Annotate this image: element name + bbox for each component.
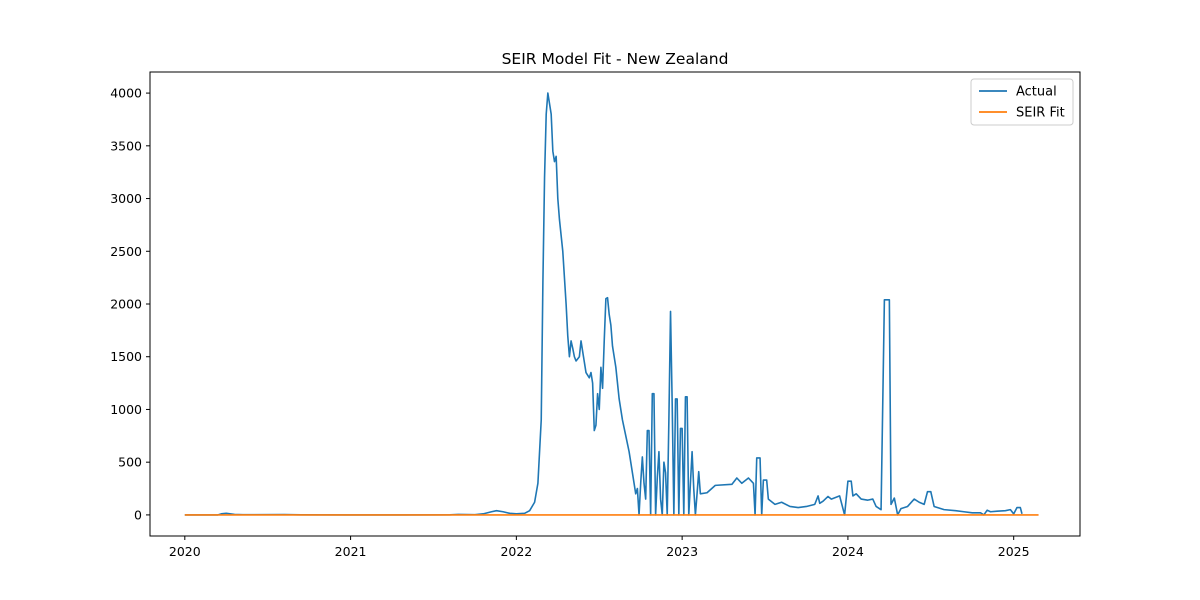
x-tick-label: 2023 xyxy=(666,544,698,559)
y-tick-label: 0 xyxy=(134,507,142,522)
legend-label: Actual xyxy=(1016,85,1057,100)
x-tick-label: 2021 xyxy=(335,544,367,559)
y-tick-label: 2000 xyxy=(110,297,142,312)
y-tick-label: 2500 xyxy=(110,244,142,259)
y-tick-label: 1000 xyxy=(110,402,142,417)
legend-label: SEIR Fit xyxy=(1016,106,1065,121)
legend: Actual SEIR Fit xyxy=(970,78,1074,126)
y-tick-label: 500 xyxy=(118,455,142,470)
x-tick-label: 2020 xyxy=(169,544,201,559)
x-tick-label: 2022 xyxy=(500,544,532,559)
plot-area xyxy=(184,92,1039,516)
y-tick-label: 4000 xyxy=(110,86,142,101)
y-tick-label: 1500 xyxy=(110,349,142,364)
series-line-actual xyxy=(184,92,1023,516)
y-tick-label: 3500 xyxy=(110,138,142,153)
x-tick-label: 2024 xyxy=(832,544,864,559)
chart-title: SEIR Model Fit - New Zealand xyxy=(502,50,729,68)
x-tick-label: 2025 xyxy=(998,544,1030,559)
y-tick-label: 3000 xyxy=(110,191,142,206)
